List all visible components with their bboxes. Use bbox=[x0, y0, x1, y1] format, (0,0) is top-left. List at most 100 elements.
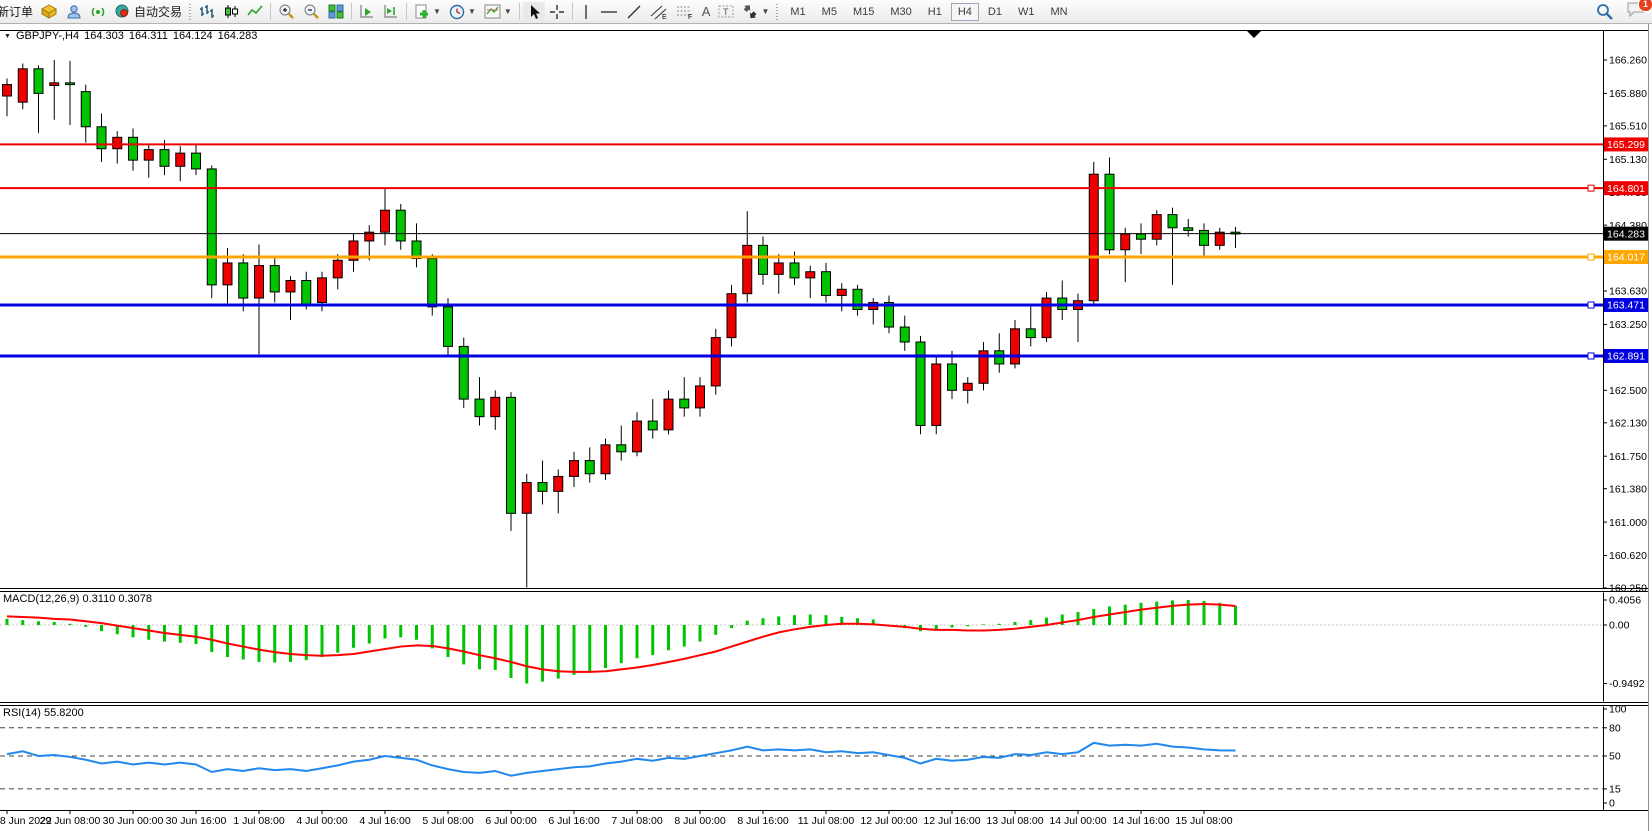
timeframe-H1[interactable]: H1 bbox=[927, 5, 942, 18]
price-tick-label: 162.130 bbox=[1609, 418, 1647, 430]
new-order-button[interactable]: 新订单 bbox=[0, 2, 37, 22]
timeframe-D1[interactable]: D1 bbox=[987, 5, 1002, 18]
time-axis-label: 13 Jul 08:00 bbox=[986, 815, 1043, 827]
price-tick-label: 165.130 bbox=[1609, 154, 1647, 166]
price-badge: 164.283 bbox=[1604, 226, 1648, 241]
cursor-button[interactable] bbox=[522, 1, 545, 22]
channel-button[interactable]: E bbox=[646, 2, 672, 22]
time-axis-label: 8 Jul 16:00 bbox=[737, 815, 789, 827]
clock-icon bbox=[449, 4, 465, 20]
collapse-arrow-icon[interactable]: ▼ bbox=[4, 32, 11, 40]
price-tick-label: 163.630 bbox=[1609, 286, 1647, 298]
timeframe-H4[interactable]: H4 bbox=[950, 2, 979, 21]
rsi-scale-label: 80 bbox=[1609, 723, 1621, 735]
time-axis-label: 6 Jul 16:00 bbox=[548, 815, 600, 827]
timeframe-W1[interactable]: W1 bbox=[1017, 5, 1035, 18]
time-axis-label: 12 Jul 00:00 bbox=[860, 815, 917, 827]
vertical-line-button[interactable] bbox=[576, 2, 596, 22]
signals-button[interactable] bbox=[86, 2, 110, 22]
timeframe-M5[interactable]: M5 bbox=[821, 5, 837, 18]
macd-signal-value: 0.3078 bbox=[118, 593, 153, 605]
community-button[interactable] bbox=[62, 2, 86, 22]
toolbar-separator bbox=[571, 3, 573, 20]
macd-main-value: 0.3110 bbox=[82, 593, 116, 605]
zoom-out-icon bbox=[303, 4, 320, 20]
panel-separator[interactable] bbox=[0, 587, 1648, 593]
horizontal-line-164.801[interactable] bbox=[0, 184, 1603, 192]
price-tick-label: 162.500 bbox=[1609, 385, 1647, 397]
rsi-scale-label: 0 bbox=[1609, 798, 1615, 810]
text-label-button[interactable]: T bbox=[714, 2, 738, 22]
line-chart-button[interactable] bbox=[243, 2, 267, 22]
tile-windows-button[interactable] bbox=[324, 2, 348, 22]
chart-shift-marker[interactable] bbox=[1247, 31, 1261, 38]
rsi-line bbox=[6, 741, 1236, 777]
line-handle[interactable] bbox=[1587, 301, 1595, 309]
price-tick-label: 161.750 bbox=[1609, 451, 1647, 463]
editor-icon bbox=[41, 4, 58, 19]
time-axis-label: 12 Jul 16:00 bbox=[923, 815, 980, 827]
svg-text:163.471: 163.471 bbox=[1607, 300, 1645, 312]
auto-trading-icon bbox=[114, 4, 131, 19]
rsi-name: RSI(14) bbox=[3, 707, 41, 719]
zoom-out-button[interactable] bbox=[299, 2, 324, 22]
indicators-button[interactable]: ▼ bbox=[410, 2, 445, 22]
chevron-down-icon: ▼ bbox=[761, 6, 770, 16]
person-icon bbox=[66, 4, 82, 19]
trendline-icon bbox=[626, 4, 642, 20]
rsi-value: 55.8200 bbox=[43, 707, 84, 719]
macd-indicator-label: MACD(12,26,9) 0.3110 0.3078 bbox=[3, 593, 152, 605]
template-icon bbox=[484, 4, 501, 19]
arrows-button[interactable]: ▼ bbox=[738, 2, 773, 22]
line-handle[interactable] bbox=[1587, 352, 1595, 360]
price-tick-label: 166.260 bbox=[1609, 55, 1647, 67]
ohlc-close: 164.283 bbox=[217, 30, 258, 42]
chevron-down-icon: ▼ bbox=[433, 6, 441, 16]
timeframe-M15[interactable]: M15 bbox=[852, 5, 875, 18]
trendline-button[interactable] bbox=[622, 2, 646, 22]
line-chart-icon bbox=[247, 4, 263, 19]
text-button[interactable]: A bbox=[698, 2, 715, 22]
svg-text:E: E bbox=[662, 14, 667, 20]
periods-button[interactable]: ▼ bbox=[445, 2, 480, 22]
time-axis-label: 28 Jun 2022 bbox=[0, 815, 52, 827]
horizontal-line-164.017[interactable] bbox=[0, 253, 1603, 261]
editor-button[interactable] bbox=[37, 2, 62, 22]
auto-scroll-button[interactable] bbox=[355, 2, 379, 22]
price-tick-label: 161.380 bbox=[1609, 483, 1647, 495]
chat-button[interactable]: 1 bbox=[1626, 0, 1652, 23]
toolbar-separator bbox=[351, 3, 353, 20]
text-label-icon: T bbox=[718, 4, 734, 19]
chart-shift-icon bbox=[383, 4, 399, 19]
panel-separator[interactable] bbox=[0, 701, 1648, 707]
chart-shift-button[interactable] bbox=[379, 2, 403, 22]
horizontal-line-button[interactable] bbox=[596, 2, 622, 22]
search-button[interactable] bbox=[1592, 2, 1618, 22]
line-handle[interactable] bbox=[1587, 184, 1595, 192]
horizontal-line-163.471[interactable] bbox=[0, 301, 1603, 309]
price-tick-label: 163.250 bbox=[1609, 319, 1647, 331]
zoom-in-button[interactable] bbox=[274, 2, 299, 22]
timeframe-MN[interactable]: MN bbox=[1050, 5, 1068, 18]
arrows-icon bbox=[742, 4, 758, 19]
fibonacci-button[interactable]: F bbox=[672, 2, 698, 22]
price-tick-label: 165.880 bbox=[1609, 88, 1647, 100]
timeframe-M30[interactable]: M30 bbox=[890, 5, 912, 18]
price-tick-label: 161.000 bbox=[1609, 517, 1647, 529]
candlestick-button[interactable] bbox=[219, 2, 243, 22]
svg-text:F: F bbox=[688, 14, 692, 20]
auto-trading-button[interactable]: 自动交易 bbox=[110, 2, 186, 22]
cursor-icon bbox=[527, 4, 541, 20]
timeframe-M1[interactable]: M1 bbox=[790, 5, 806, 18]
bar-chart-button[interactable] bbox=[195, 2, 219, 22]
templates-button[interactable]: ▼ bbox=[480, 2, 516, 22]
chart-frame bbox=[0, 23, 1649, 831]
auto-scroll-icon bbox=[359, 4, 375, 19]
crosshair-button[interactable] bbox=[545, 2, 569, 22]
notification-badge: 1 bbox=[1638, 0, 1652, 12]
time-axis-label: 7 Jul 08:00 bbox=[611, 815, 663, 827]
line-handle[interactable] bbox=[1587, 253, 1595, 261]
toolbar-separator bbox=[406, 3, 408, 20]
horizontal-line-162.891[interactable] bbox=[0, 352, 1603, 360]
